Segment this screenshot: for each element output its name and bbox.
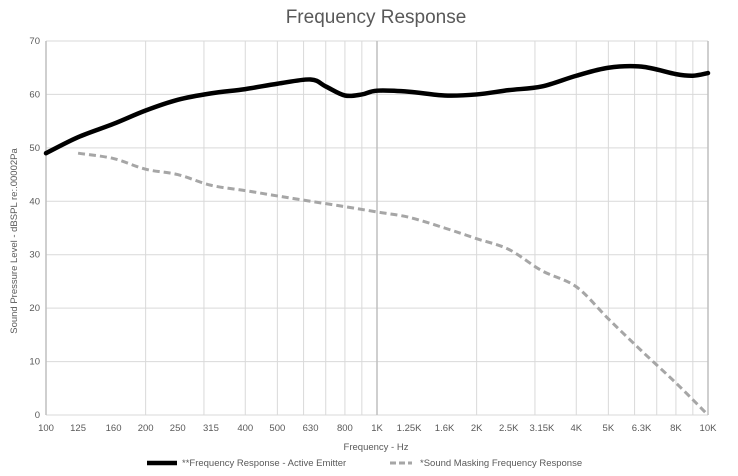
legend: **Frequency Response - Active Emitter *So… [147,458,582,469]
x-tick-label: 2K [471,423,483,434]
x-tick-label: 6.3K [632,423,652,434]
x-tick-label: 630 [303,423,319,434]
series-lines [43,63,711,417]
y-tick-label: 50 [29,143,40,154]
x-axis-label: Frequency - Hz [344,442,409,453]
y-tick-label: 20 [29,303,40,314]
y-tick-label: 60 [29,89,40,100]
x-tick-label: 10K [700,423,718,434]
x-tick-label: 4K [570,423,582,434]
grid [45,40,709,416]
x-tick-label: 125 [70,423,86,434]
legend-label: *Sound Masking Frequency Response [420,458,582,469]
series-line-sound-masking [77,151,710,417]
x-tick-label: 800 [337,423,353,434]
x-tick-label: 2.5K [499,423,519,434]
y-tick-label: 0 [35,410,40,421]
x-axis-ticks: 100 125 160 200 250 315 400 500 630 800 1K 1.25K 1.6… [38,423,717,434]
x-tick-label: 315 [203,423,219,434]
legend-label: **Frequency Response - Active Emitter [182,458,346,469]
x-tick-label: 3.15K [530,423,555,434]
y-tick-label: 40 [29,196,40,207]
x-tick-label: 8K [670,423,682,434]
x-tick-label: 1.25K [397,423,422,434]
x-tick-label: 160 [106,423,122,434]
x-tick-label: 1.6K [435,423,455,434]
x-tick-label: 200 [138,423,154,434]
y-axis-label: Sound Pressure Level - dBSPL re:.00002Pa [9,148,20,334]
y-tick-label: 10 [29,357,40,368]
x-tick-label: 5K [603,423,615,434]
y-tick-label: 70 [29,36,40,47]
chart-title: Frequency Response [286,7,467,28]
series-line-active-emitter [43,63,711,156]
x-tick-label: 100 [38,423,54,434]
y-axis-ticks: 0 10 20 30 40 50 60 70 [29,36,40,421]
x-tick-label: 500 [269,423,285,434]
x-tick-label: 400 [237,423,253,434]
y-tick-label: 30 [29,250,40,261]
x-tick-label: 1K [371,423,383,434]
x-tick-label: 250 [170,423,186,434]
